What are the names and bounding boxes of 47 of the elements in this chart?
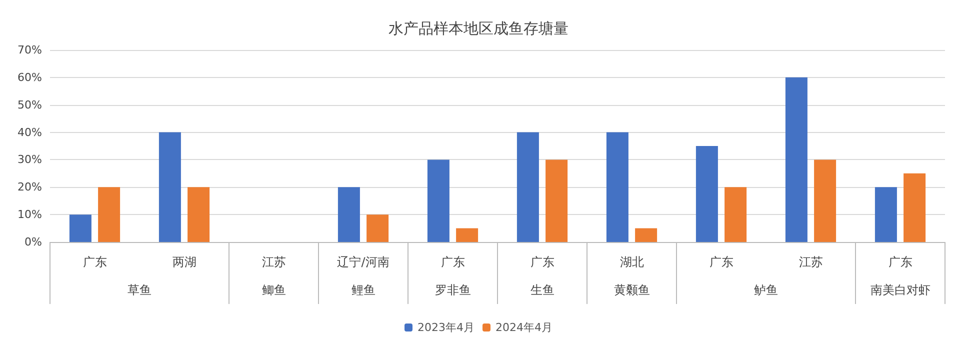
- y-tick-label: 70%: [18, 44, 42, 56]
- bar: [366, 214, 389, 242]
- bar: [158, 132, 181, 242]
- text: 生鱼: [530, 283, 554, 297]
- x-tick-label: 广东: [888, 255, 912, 269]
- x-tick-label: 江苏: [262, 255, 286, 269]
- bar: [456, 228, 478, 242]
- bar: [188, 187, 210, 242]
- text: 鲈鱼: [754, 283, 778, 297]
- bar: [874, 187, 897, 242]
- text: 鲫鱼: [262, 283, 286, 297]
- x-tick-label: 广东: [440, 255, 465, 269]
- chart-title: 水产品样本地区成鱼存塘量: [388, 20, 568, 38]
- y-tick-label: 30%: [18, 153, 42, 166]
- bar: [427, 160, 450, 242]
- bar: [814, 160, 836, 242]
- text: 罗非鱼: [434, 283, 471, 297]
- x-tick-label: 湖北: [620, 255, 644, 269]
- y-tick-label: 40%: [18, 126, 42, 139]
- bar: [724, 187, 747, 242]
- text: 鲤鱼: [351, 283, 376, 297]
- bar: [696, 146, 718, 242]
- text: 南美白对虾: [870, 283, 930, 297]
- x-tick-label: 广东: [530, 255, 554, 269]
- y-tick-label: 20%: [18, 180, 42, 194]
- x-tick-label: 辽宁/河南: [337, 255, 390, 269]
- legend-label: 2023年4月: [418, 321, 475, 334]
- y-tick-label: 10%: [18, 208, 42, 222]
- bar: [516, 132, 539, 242]
- bar: [98, 187, 120, 242]
- bar: [635, 228, 658, 242]
- bar: [904, 173, 926, 242]
- y-tick-label: 0%: [24, 236, 42, 248]
- x-tick-label: 两湖: [172, 255, 196, 269]
- x-tick-label: 广东: [709, 255, 734, 269]
- bar: [785, 77, 808, 242]
- bar: [69, 214, 92, 242]
- bar: [606, 132, 628, 242]
- x-tick-label: 广东: [82, 255, 107, 269]
- bar: [338, 187, 360, 242]
- y-tick-label: 60%: [18, 70, 42, 84]
- text: 草鱼: [128, 283, 152, 297]
- legend-label: 2024年4月: [496, 321, 552, 334]
- bar: [546, 160, 568, 242]
- text: 黄颡鱼: [614, 283, 650, 297]
- x-tick-label: 江苏: [798, 255, 823, 269]
- y-tick-label: 50%: [18, 98, 42, 112]
